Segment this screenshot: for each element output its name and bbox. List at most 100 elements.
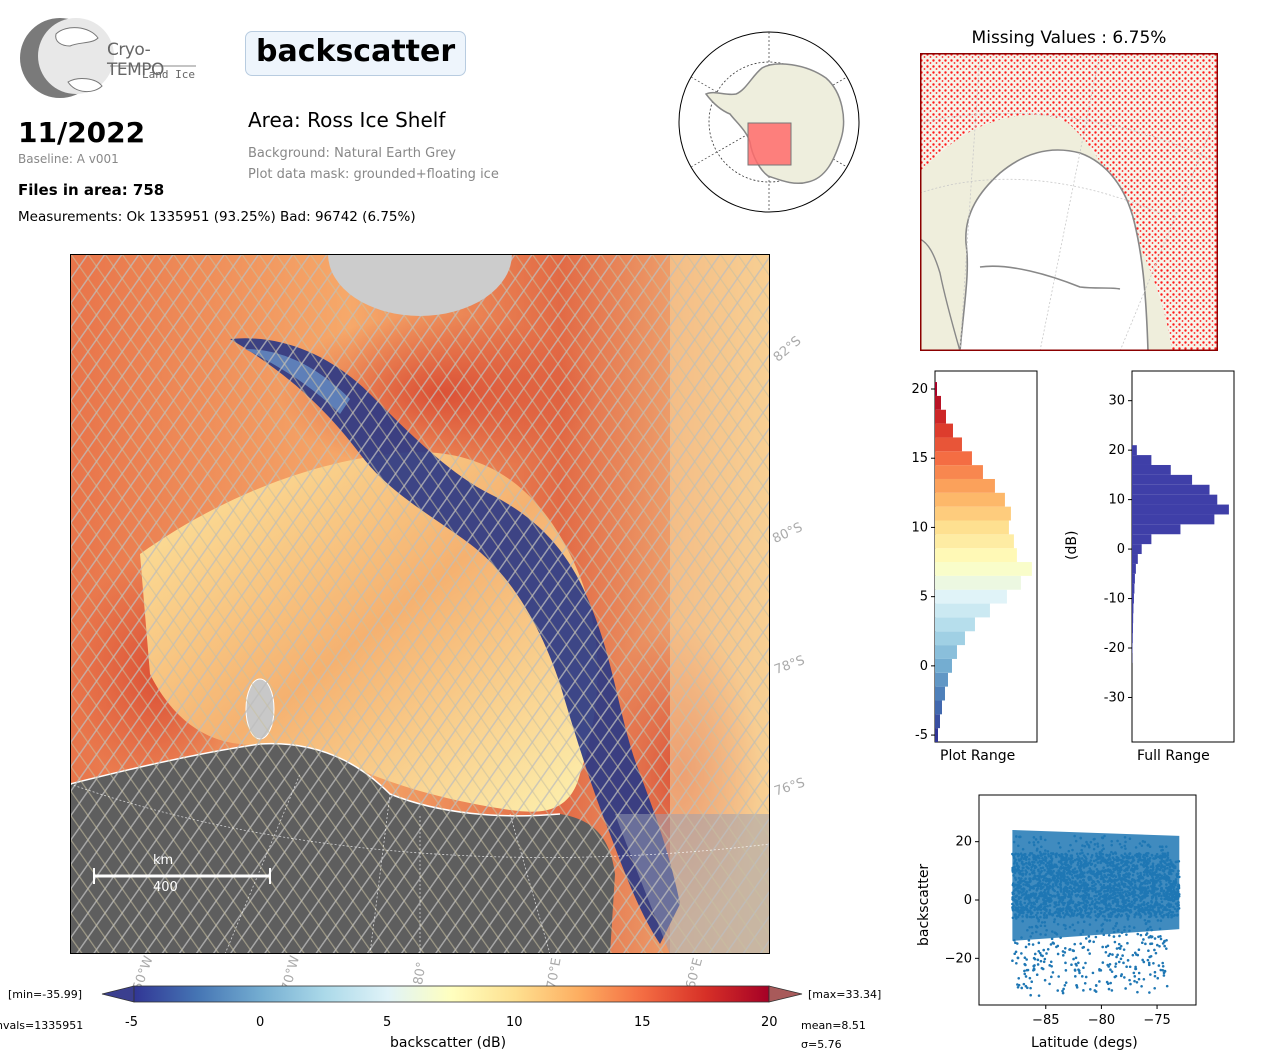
scatter-point	[1077, 969, 1081, 972]
scatter-point	[1050, 975, 1053, 979]
scatter-point	[1074, 956, 1078, 960]
scatter-y-tick-label: 20	[955, 835, 972, 850]
scatter-point	[1026, 968, 1030, 972]
scatter-point	[1011, 959, 1014, 962]
histogram-bar	[935, 465, 983, 479]
scatter-point	[1108, 963, 1112, 966]
scalebar-unit: km	[153, 853, 174, 868]
logo-graphic	[20, 18, 196, 98]
histogram-bar	[1132, 573, 1135, 584]
colorbar-mean-label: mean=8.51	[801, 1019, 866, 1032]
scatter-point	[1126, 959, 1130, 962]
histogram-bar	[1132, 554, 1138, 564]
logo-subtitle: Land Ice	[142, 68, 195, 81]
scatter-point	[1134, 965, 1137, 969]
scatter-point	[1074, 962, 1078, 966]
histogram-tick-label: 5	[920, 590, 928, 605]
scatter-point	[1109, 968, 1112, 971]
scatter-point	[1134, 967, 1138, 971]
baseline-label: Baseline: A v001	[18, 152, 119, 166]
scatter-point	[1057, 975, 1060, 978]
scatter-point	[1153, 974, 1157, 978]
scatter-point	[1154, 951, 1158, 955]
scatter-point	[1150, 942, 1154, 945]
scatter-point	[1153, 937, 1157, 940]
scatter-point	[1014, 941, 1017, 945]
scatter-point	[1092, 940, 1095, 944]
scatter-point	[1036, 958, 1040, 962]
scatter-x-tick-label: −85	[1032, 1013, 1059, 1028]
histogram-bar	[1132, 613, 1134, 624]
scatter-point	[1110, 989, 1114, 992]
missing-values-title: Missing Values : 6.75%	[971, 28, 1167, 48]
histogram-bar	[935, 492, 1005, 507]
scatter-point	[1036, 963, 1040, 966]
histogram-bar	[935, 437, 962, 452]
latitude-scatter-plot: −85 −80 −75 −20 0 20	[945, 794, 1197, 1028]
scatter-point	[1114, 962, 1118, 966]
histogram-bar	[935, 672, 948, 687]
scatter-point	[1137, 977, 1141, 981]
colorbar-max-label: [max=33.34]	[808, 988, 882, 1001]
histogram-bar	[1132, 563, 1136, 574]
scatter-point	[1042, 960, 1046, 964]
scatter-point	[1142, 977, 1146, 981]
scatter-point	[1087, 935, 1091, 938]
scatter-point	[1048, 964, 1051, 967]
scatter-point	[1041, 954, 1044, 958]
background-note: Background: Natural Earth Grey	[248, 146, 456, 161]
scatter-point	[1148, 991, 1151, 994]
scatter-point	[1118, 934, 1121, 938]
scatter-point	[1049, 943, 1053, 946]
scatter-point	[1147, 963, 1151, 967]
colorbar-tick: 10	[506, 1015, 523, 1030]
scatter-point	[1079, 942, 1082, 945]
histogram-bar	[935, 728, 938, 742]
scatter-point	[1086, 948, 1090, 952]
scatter-point	[1131, 953, 1135, 957]
scatter-point	[1072, 957, 1075, 961]
histogram-tick-label: -10	[1104, 592, 1125, 607]
histogram-tick-label: 20	[1108, 443, 1125, 458]
scatter-point	[1110, 970, 1114, 973]
scatter-point	[1082, 966, 1085, 970]
scatter-point	[1030, 980, 1034, 983]
scalebar-value: 400	[153, 880, 178, 895]
histogram-bar	[1132, 445, 1137, 456]
scatter-point	[1147, 961, 1151, 965]
colorbar-nvals-label: nvals=1335951	[0, 1019, 84, 1032]
scatter-point	[1163, 939, 1166, 943]
scatter-point	[1016, 985, 1020, 989]
scatter-point	[1017, 976, 1021, 980]
scatter-xlabel: Latitude (degs)	[1031, 1035, 1138, 1051]
scatter-point	[1037, 941, 1041, 945]
scatter-points	[1011, 830, 1181, 997]
scatter-point	[1074, 975, 1077, 978]
scatter-point	[1132, 971, 1136, 975]
scatter-point	[1147, 949, 1150, 953]
scatter-point	[1056, 952, 1060, 956]
histogram-bar	[1132, 474, 1193, 485]
scatter-point	[1162, 971, 1166, 975]
scatter-point	[1068, 948, 1071, 951]
scatter-point	[1126, 941, 1129, 945]
scatter-point	[1120, 973, 1124, 976]
histogram-bar	[935, 658, 952, 673]
scatter-point	[1150, 935, 1153, 939]
scatter-point	[1112, 935, 1116, 938]
scatter-point	[1088, 952, 1091, 955]
scatter-point	[1063, 983, 1067, 987]
scatter-point	[1117, 942, 1121, 946]
scatter-point	[1139, 933, 1143, 937]
scatter-point	[1094, 935, 1098, 939]
scatter-point	[1124, 987, 1127, 990]
scatter-point	[1073, 942, 1077, 946]
scatter-point	[1017, 983, 1021, 987]
scatter-point	[1114, 974, 1118, 978]
scatter-point	[1161, 942, 1165, 945]
colorbar-min-label: [min=-35.99]	[8, 988, 83, 1001]
scatter-point	[1063, 951, 1067, 954]
scatter-point	[1028, 976, 1032, 980]
histogram-bar	[935, 562, 1032, 576]
scatter-point	[1106, 944, 1110, 948]
